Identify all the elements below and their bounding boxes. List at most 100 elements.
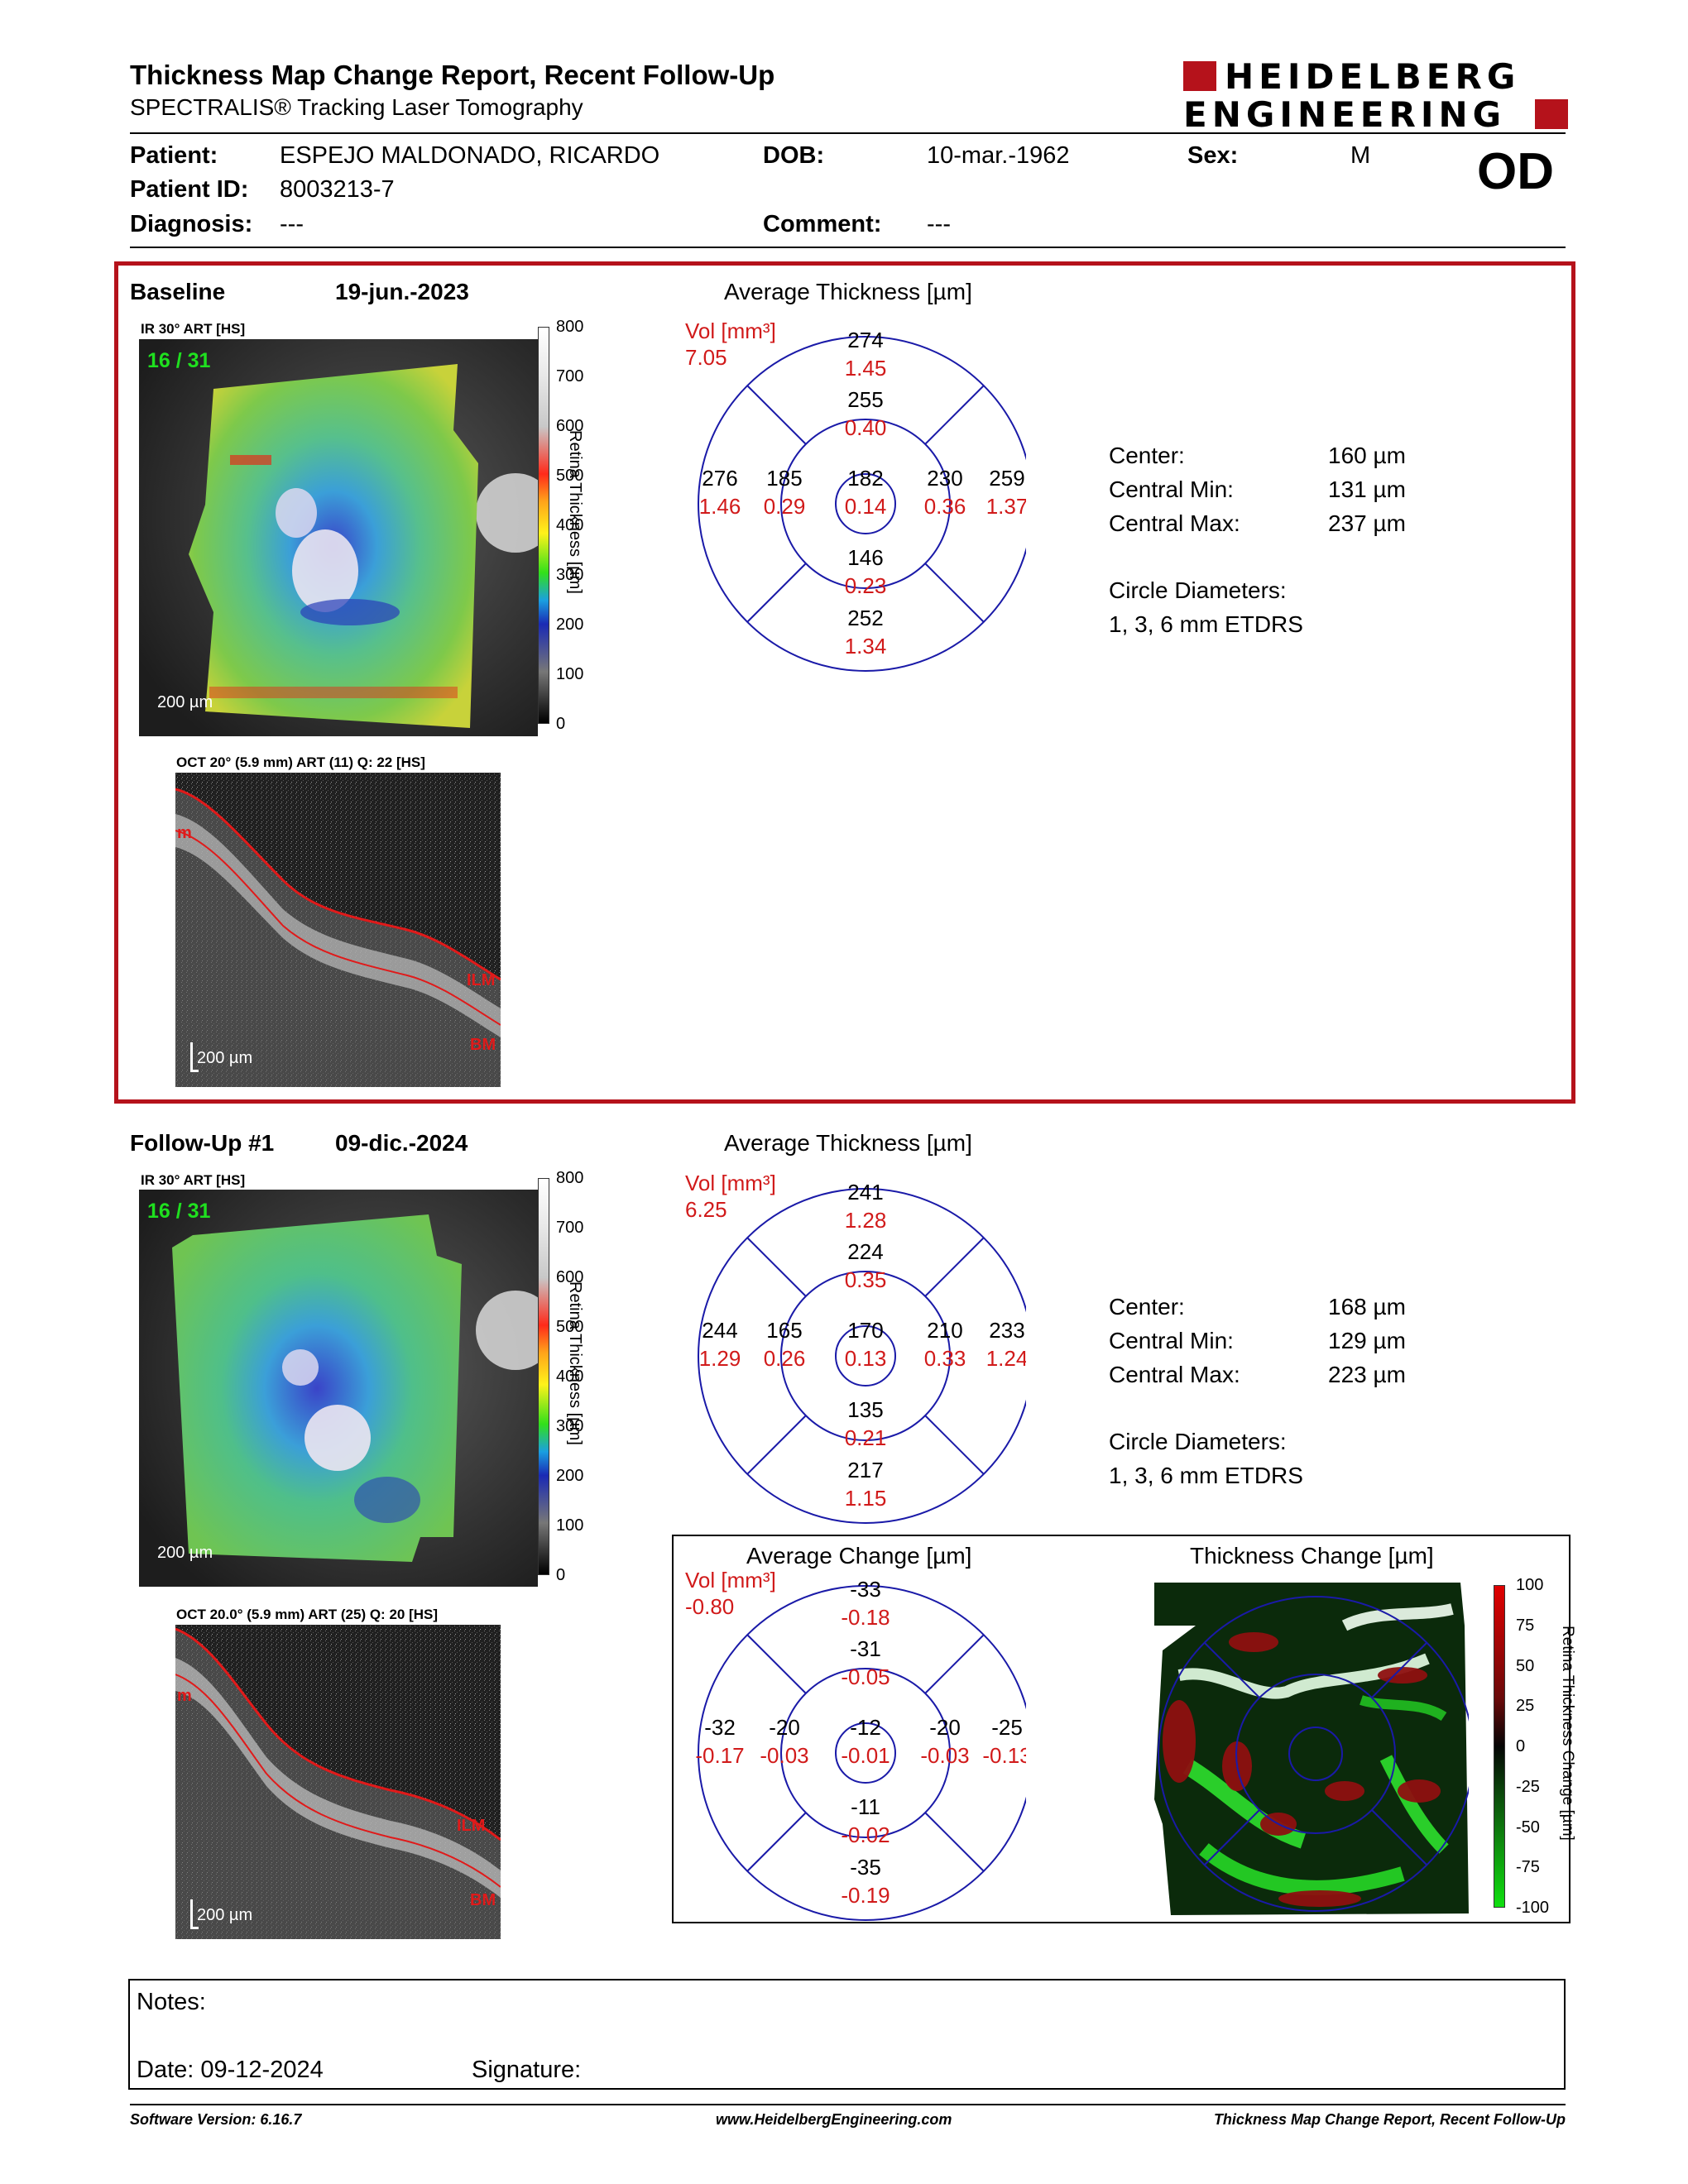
change-center: -12: [850, 1715, 881, 1740]
followup-frame-counter: 16 / 31: [147, 1200, 211, 1223]
change-colorbar-ticks: 100 75 50 25 0 -25 -50 -75 -100: [1516, 1576, 1557, 1917]
baseline-center-value: 160 µm: [1328, 443, 1406, 468]
comment-label: Comment:: [763, 211, 882, 237]
followup-outer-bottom-vol: 1.15: [845, 1486, 887, 1511]
patient-label: Patient:: [130, 142, 218, 169]
followup-outer-left: 244: [702, 1318, 737, 1343]
baseline-vol-label: Vol [mm³]: [685, 318, 776, 343]
baseline-inner-bottom-vol: 0.23: [845, 573, 887, 598]
baseline-inner-left: 185: [766, 466, 802, 491]
baseline-ir-label: IR 30° ART [HS]: [141, 321, 246, 337]
change-outer-top: -33: [850, 1577, 881, 1602]
colorbar-tick: 400: [556, 516, 584, 534]
sex-label: Sex:: [1187, 142, 1239, 169]
followup-inner-bottom: 135: [847, 1397, 883, 1422]
sex-value: M: [1350, 142, 1371, 169]
baseline-avg-title: Average Thickness [µm]: [724, 279, 972, 304]
baseline-date: 19-jun.-2023: [335, 279, 469, 304]
baseline-inner-left-vol: 0.29: [764, 494, 806, 519]
change-outer-right: -25: [991, 1715, 1023, 1740]
followup-max-label: Central Max:: [1109, 1362, 1240, 1387]
baseline-panel: [114, 261, 1575, 1104]
eye-side: OD: [1477, 143, 1554, 200]
followup-center-vol: 0.13: [845, 1346, 887, 1371]
change-inner-left-vol: -0.03: [760, 1743, 808, 1768]
footer-website[interactable]: www.HeidelbergEngineering.com: [716, 2111, 952, 2128]
change-inner-left: -20: [769, 1715, 800, 1740]
baseline-circle-label: Circle Diameters:: [1109, 577, 1287, 603]
followup-circle-value: 1, 3, 6 mm ETDRS: [1109, 1463, 1303, 1488]
baseline-bscan-bm-label: BM: [470, 1036, 496, 1054]
followup-inner-bottom-vol: 0.21: [845, 1425, 887, 1450]
colorbar-tick: 700: [556, 1219, 584, 1237]
baseline-center: 182: [847, 466, 883, 491]
baseline-max-value: 237 µm: [1328, 510, 1406, 536]
followup-scale-bar: 200 µm: [157, 1544, 213, 1562]
followup-label: Follow-Up #1: [130, 1130, 275, 1156]
followup-outer-top: 241: [847, 1180, 883, 1205]
colorbar-tick: 100: [1516, 1576, 1544, 1594]
signature-label[interactable]: Signature:: [472, 2057, 582, 2083]
change-center-vol: -0.01: [841, 1743, 890, 1768]
colorbar-tick: 50: [1516, 1656, 1535, 1675]
baseline-scale-bar: 200 µm: [157, 693, 213, 711]
notes-label[interactable]: Notes:: [137, 1989, 206, 2015]
footer-software: Software Version: 6.16.7: [130, 2111, 302, 2128]
followup-outer-left-vol: 1.29: [699, 1346, 741, 1371]
colorbar-tick: 600: [556, 1268, 584, 1286]
followup-outer-bottom: 217: [847, 1458, 883, 1482]
colorbar-tick: 300: [556, 1417, 584, 1435]
baseline-outer-left: 276: [702, 466, 737, 491]
colorbar-tick: -100: [1516, 1899, 1550, 1917]
baseline-outer-right-vol: 1.37: [986, 494, 1026, 519]
colorbar-tick: 200: [556, 615, 584, 634]
baseline-outer-bottom-vol: 1.34: [845, 634, 887, 659]
change-colorbar-title: Retina Thickness Change [µm]: [1559, 1626, 1576, 1841]
followup-inner-right-vol: 0.33: [924, 1346, 966, 1371]
followup-bscan-ilm-label: ILM: [457, 1817, 486, 1835]
baseline-min-value: 131 µm: [1328, 477, 1406, 502]
report-title: Thickness Map Change Report, Recent Foll…: [130, 60, 775, 90]
baseline-outer-left-vol: 1.46: [699, 494, 741, 519]
change-map-title: Thickness Change [µm]: [1190, 1543, 1434, 1569]
followup-colorbar: [538, 1178, 549, 1575]
baseline-etdrs-grid: Vol [mm³] 7.05 274 1.45 255 0.40 276 1.4…: [685, 318, 1026, 672]
colorbar-tick: 300: [556, 566, 584, 584]
baseline-colorbar-ticks: 800 700 600 500 400 300 200 100 0: [556, 318, 606, 733]
followup-inner-top-vol: 0.35: [845, 1267, 887, 1292]
colorbar-tick: 25: [1516, 1697, 1535, 1716]
baseline-circle-value: 1, 3, 6 mm ETDRS: [1109, 611, 1303, 637]
change-outer-bottom-vol: -0.19: [841, 1883, 890, 1908]
followup-outer-right-vol: 1.24: [986, 1346, 1026, 1371]
baseline-outer-right: 259: [989, 466, 1024, 491]
followup-outer-top-vol: 1.28: [845, 1208, 887, 1233]
followup-inner-top: 224: [847, 1239, 883, 1264]
patient-id-value: 8003213-7: [280, 176, 395, 203]
followup-avg-title: Average Thickness [µm]: [724, 1130, 972, 1156]
patient-name: ESPEJO MALDONADO, RICARDO: [280, 142, 660, 169]
colorbar-tick: 0: [556, 1566, 566, 1584]
colorbar-tick: -50: [1516, 1818, 1540, 1837]
followup-oct-label: OCT 20.0° (5.9 mm) ART (25) Q: 20 [HS]: [176, 1607, 439, 1622]
baseline-min-label: Central Min:: [1109, 477, 1234, 502]
change-etdrs-grid: Vol [mm³] -0.80 -33 -0.18 -31 -0.05 -32 …: [685, 1568, 1026, 1921]
followup-date: 09-dic.-2024: [335, 1130, 468, 1156]
colorbar-tick: 200: [556, 1467, 584, 1485]
change-outer-top-vol: -0.18: [841, 1605, 890, 1630]
footer-report-name: Thickness Map Change Report, Recent Foll…: [1213, 2111, 1566, 2128]
baseline-oct-label: OCT 20° (5.9 mm) ART (11) Q: 22 [HS]: [176, 754, 425, 770]
followup-circle-label: Circle Diameters:: [1109, 1429, 1287, 1454]
baseline-inner-top: 255: [847, 387, 883, 412]
diagnosis-label: Diagnosis:: [130, 211, 253, 237]
followup-center: 170: [847, 1318, 883, 1343]
baseline-center-label: Center:: [1109, 443, 1185, 468]
followup-outer-right: 233: [989, 1318, 1024, 1343]
followup-center-value: 168 µm: [1328, 1294, 1406, 1320]
change-outer-left-vol: -0.17: [695, 1743, 744, 1768]
baseline-inner-right: 230: [927, 466, 962, 491]
baseline-center-vol: 0.14: [845, 494, 887, 519]
followup-colorbar-ticks: 800 700 600 500 400 300 200 100 0: [556, 1169, 606, 1584]
colorbar-tick: 0: [1516, 1737, 1526, 1755]
change-inner-right-vol: -0.03: [920, 1743, 969, 1768]
baseline-outer-top: 274: [847, 328, 883, 352]
